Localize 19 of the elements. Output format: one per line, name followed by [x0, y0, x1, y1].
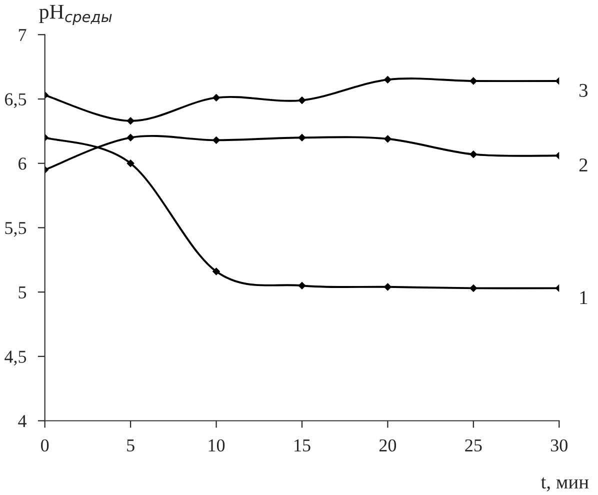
y-tick-label: 7 [18, 29, 26, 41]
x-tick-label: 25 [465, 439, 482, 452]
x-tick-label: 10 [208, 439, 225, 452]
series-label: 1 [580, 291, 588, 304]
x-tick-label: 15 [294, 439, 310, 452]
y-tick-label: 5 [18, 286, 26, 298]
series-label: 2 [579, 158, 588, 172]
x-axis-title: t, мин [540, 477, 589, 492]
y-tick-label: 6,5 [5, 93, 26, 108]
series-label: 3 [580, 84, 588, 97]
y-tick-label: 6 [18, 158, 26, 170]
x-tick-label: 0 [41, 439, 49, 452]
y-tick-label: 4 [18, 415, 27, 428]
y-tick-label: 5,5 [5, 222, 26, 237]
x-tick-label: 5 [127, 440, 134, 452]
x-tick-label: 30 [550, 439, 568, 452]
y-axis-title: pH$_{среды}$ [39, 4, 112, 26]
x-tick-label: 20 [379, 439, 396, 452]
y-tick-label: 4,5 [4, 350, 26, 366]
